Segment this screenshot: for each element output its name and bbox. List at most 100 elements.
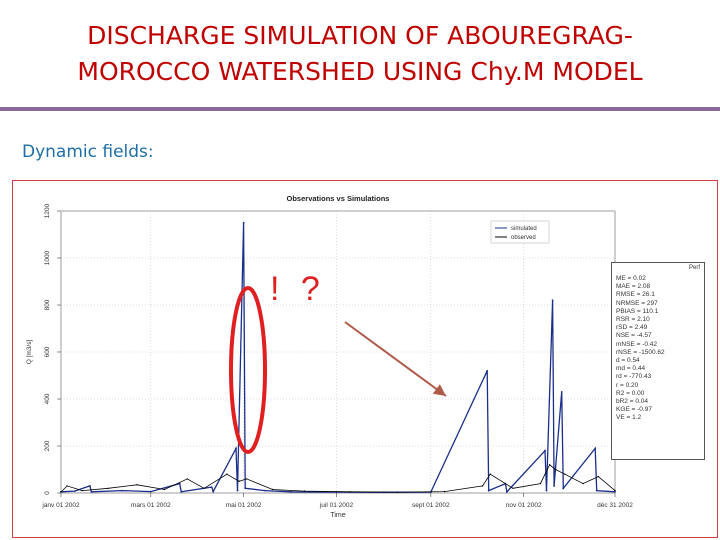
series-point-simulated (73, 490, 76, 493)
series-point-simulated (562, 487, 565, 490)
series-point-observed (60, 491, 62, 493)
series-point-simulated (178, 482, 181, 485)
stats-line: rd = -770.43 (616, 373, 652, 381)
series-point-simulated (90, 490, 93, 493)
x-tick-label: sept 01 2002 (412, 502, 450, 509)
series-point-simulated (180, 490, 183, 493)
slide-title: DISCHARGE SIMULATION OF ABOUREGRAG- MORO… (77, 21, 643, 86)
stats-line: MAE = 2.08 (616, 283, 651, 291)
x-tick-label: nov 01 2002 (506, 502, 542, 509)
series-point-observed (481, 485, 484, 487)
series-point-observed (245, 478, 248, 480)
chart-title: Observations vs Simulations (287, 194, 390, 203)
series-point-observed (512, 487, 514, 489)
series-point-observed (548, 464, 551, 466)
series-point-observed (614, 489, 616, 492)
series-point-simulated (553, 485, 556, 487)
series-point-observed (554, 468, 557, 471)
stats-line: rSD = 2.49 (616, 324, 648, 332)
series-point-simulated (89, 485, 91, 487)
y-tick-label: 400 (44, 393, 51, 404)
y-tick-label: 1200 (44, 203, 51, 218)
question-annotation: ! ? (270, 270, 326, 308)
series-point-simulated (120, 489, 123, 492)
series-point-simulated (235, 447, 237, 450)
x-tick-label: mars 01 2002 (131, 502, 171, 509)
series-point-observed (66, 485, 68, 487)
series-point-simulated (544, 449, 546, 452)
y-tick-label: 600 (44, 346, 51, 357)
series-point-simulated (551, 299, 554, 302)
series-point-simulated (486, 369, 489, 372)
series-point-observed (582, 482, 584, 485)
series-point-simulated (595, 489, 598, 492)
series-point-observed (226, 473, 228, 475)
discharge-chart: Observations vs Simulations 0 200 400 600 800… (26, 194, 633, 519)
y-tick-label: 1000 (44, 250, 51, 265)
stats-line: KGE = -0.97 (616, 406, 652, 414)
x-tick-label: déc 31 2002 (597, 502, 633, 509)
stats-line: VE = 1.2 (616, 414, 642, 422)
series-point-observed (489, 473, 491, 475)
series-point-simulated (210, 486, 213, 489)
series-point-observed (163, 488, 166, 491)
x-tick-label: mai 01 2002 (226, 502, 262, 509)
series-point-observed (539, 482, 542, 485)
series-point-simulated (236, 489, 239, 492)
series-point-simulated (560, 391, 563, 393)
series-point-observed (597, 475, 599, 478)
stats-line: bR2 = 0.04 (616, 398, 648, 406)
x-tick-label: janv 01 2002 (41, 502, 80, 509)
stats-line: RMSE = 26.1 (616, 291, 655, 299)
stats-line: R2 = 0.00 (616, 389, 645, 397)
stats-panel: Perf ME = 0.02 MAE = 2.08 RMSE = 26.1 NRMSE… (611, 262, 705, 460)
series-point-simulated (594, 447, 597, 450)
series-point-observed (238, 480, 240, 482)
stats-line: d = 0.54 (616, 357, 640, 365)
stats-list: ME = 0.02 MAE = 2.08 RMSE = 26.1 NRMSE = 29… (616, 275, 700, 423)
series-point-simulated (244, 487, 247, 490)
stats-line: ME = 0.02 (616, 275, 646, 282)
series-line-simulated (60, 222, 616, 494)
series-point-observed (443, 490, 446, 493)
series-point-observed (203, 487, 205, 489)
series-point-observed (564, 473, 566, 475)
stats-line: NRMSE = 297 (616, 299, 658, 307)
series-point-simulated (487, 489, 490, 492)
series-point-simulated (212, 490, 215, 493)
stats-line: md = 0.44 (616, 365, 646, 373)
series-point-observed (186, 478, 189, 480)
x-tick-label: juil 01 2002 (319, 502, 354, 509)
stats-line: RSR = 2.10 (616, 316, 650, 324)
series-line-observed (60, 464, 616, 493)
y-tick-label: 0 (44, 491, 51, 495)
y-axis-label: Q [m3/s] (26, 340, 33, 365)
series-point-simulated (506, 490, 508, 493)
title-divider (0, 107, 720, 111)
x-axis-label: Time (330, 512, 345, 519)
stats-line: mNSE = -0.42 (616, 340, 658, 348)
y-tick-label: 200 (44, 440, 51, 451)
y-tick-label: 800 (44, 299, 51, 310)
legend-label: simulated (511, 226, 537, 232)
series-point-simulated (545, 489, 548, 492)
series-point-observed (349, 491, 351, 493)
series-point-simulated (289, 490, 292, 493)
series-point-simulated (149, 490, 152, 493)
series-point-observed (81, 489, 84, 492)
chart-frame: Observations vs Simulations 0 200 400 600 800… (12, 180, 718, 538)
series-point-simulated (264, 489, 266, 492)
series-point-observed (303, 490, 306, 492)
series-point-simulated (614, 490, 616, 493)
stats-line: rNSE = -1500.62 (616, 348, 665, 356)
stats-line: PBIAS = 110.1 (616, 307, 659, 315)
legend-label: observed (511, 235, 536, 241)
series-point-observed (271, 488, 274, 491)
stats-line: NSE = -4.57 (616, 332, 652, 340)
stats-header: Perf (688, 265, 700, 271)
series-point-observed (107, 487, 109, 489)
series-point-observed (136, 484, 138, 486)
series-point-observed (396, 491, 399, 493)
section-subtitle: Dynamic fields: (22, 142, 154, 162)
stats-line: r = 0.20 (616, 381, 639, 389)
